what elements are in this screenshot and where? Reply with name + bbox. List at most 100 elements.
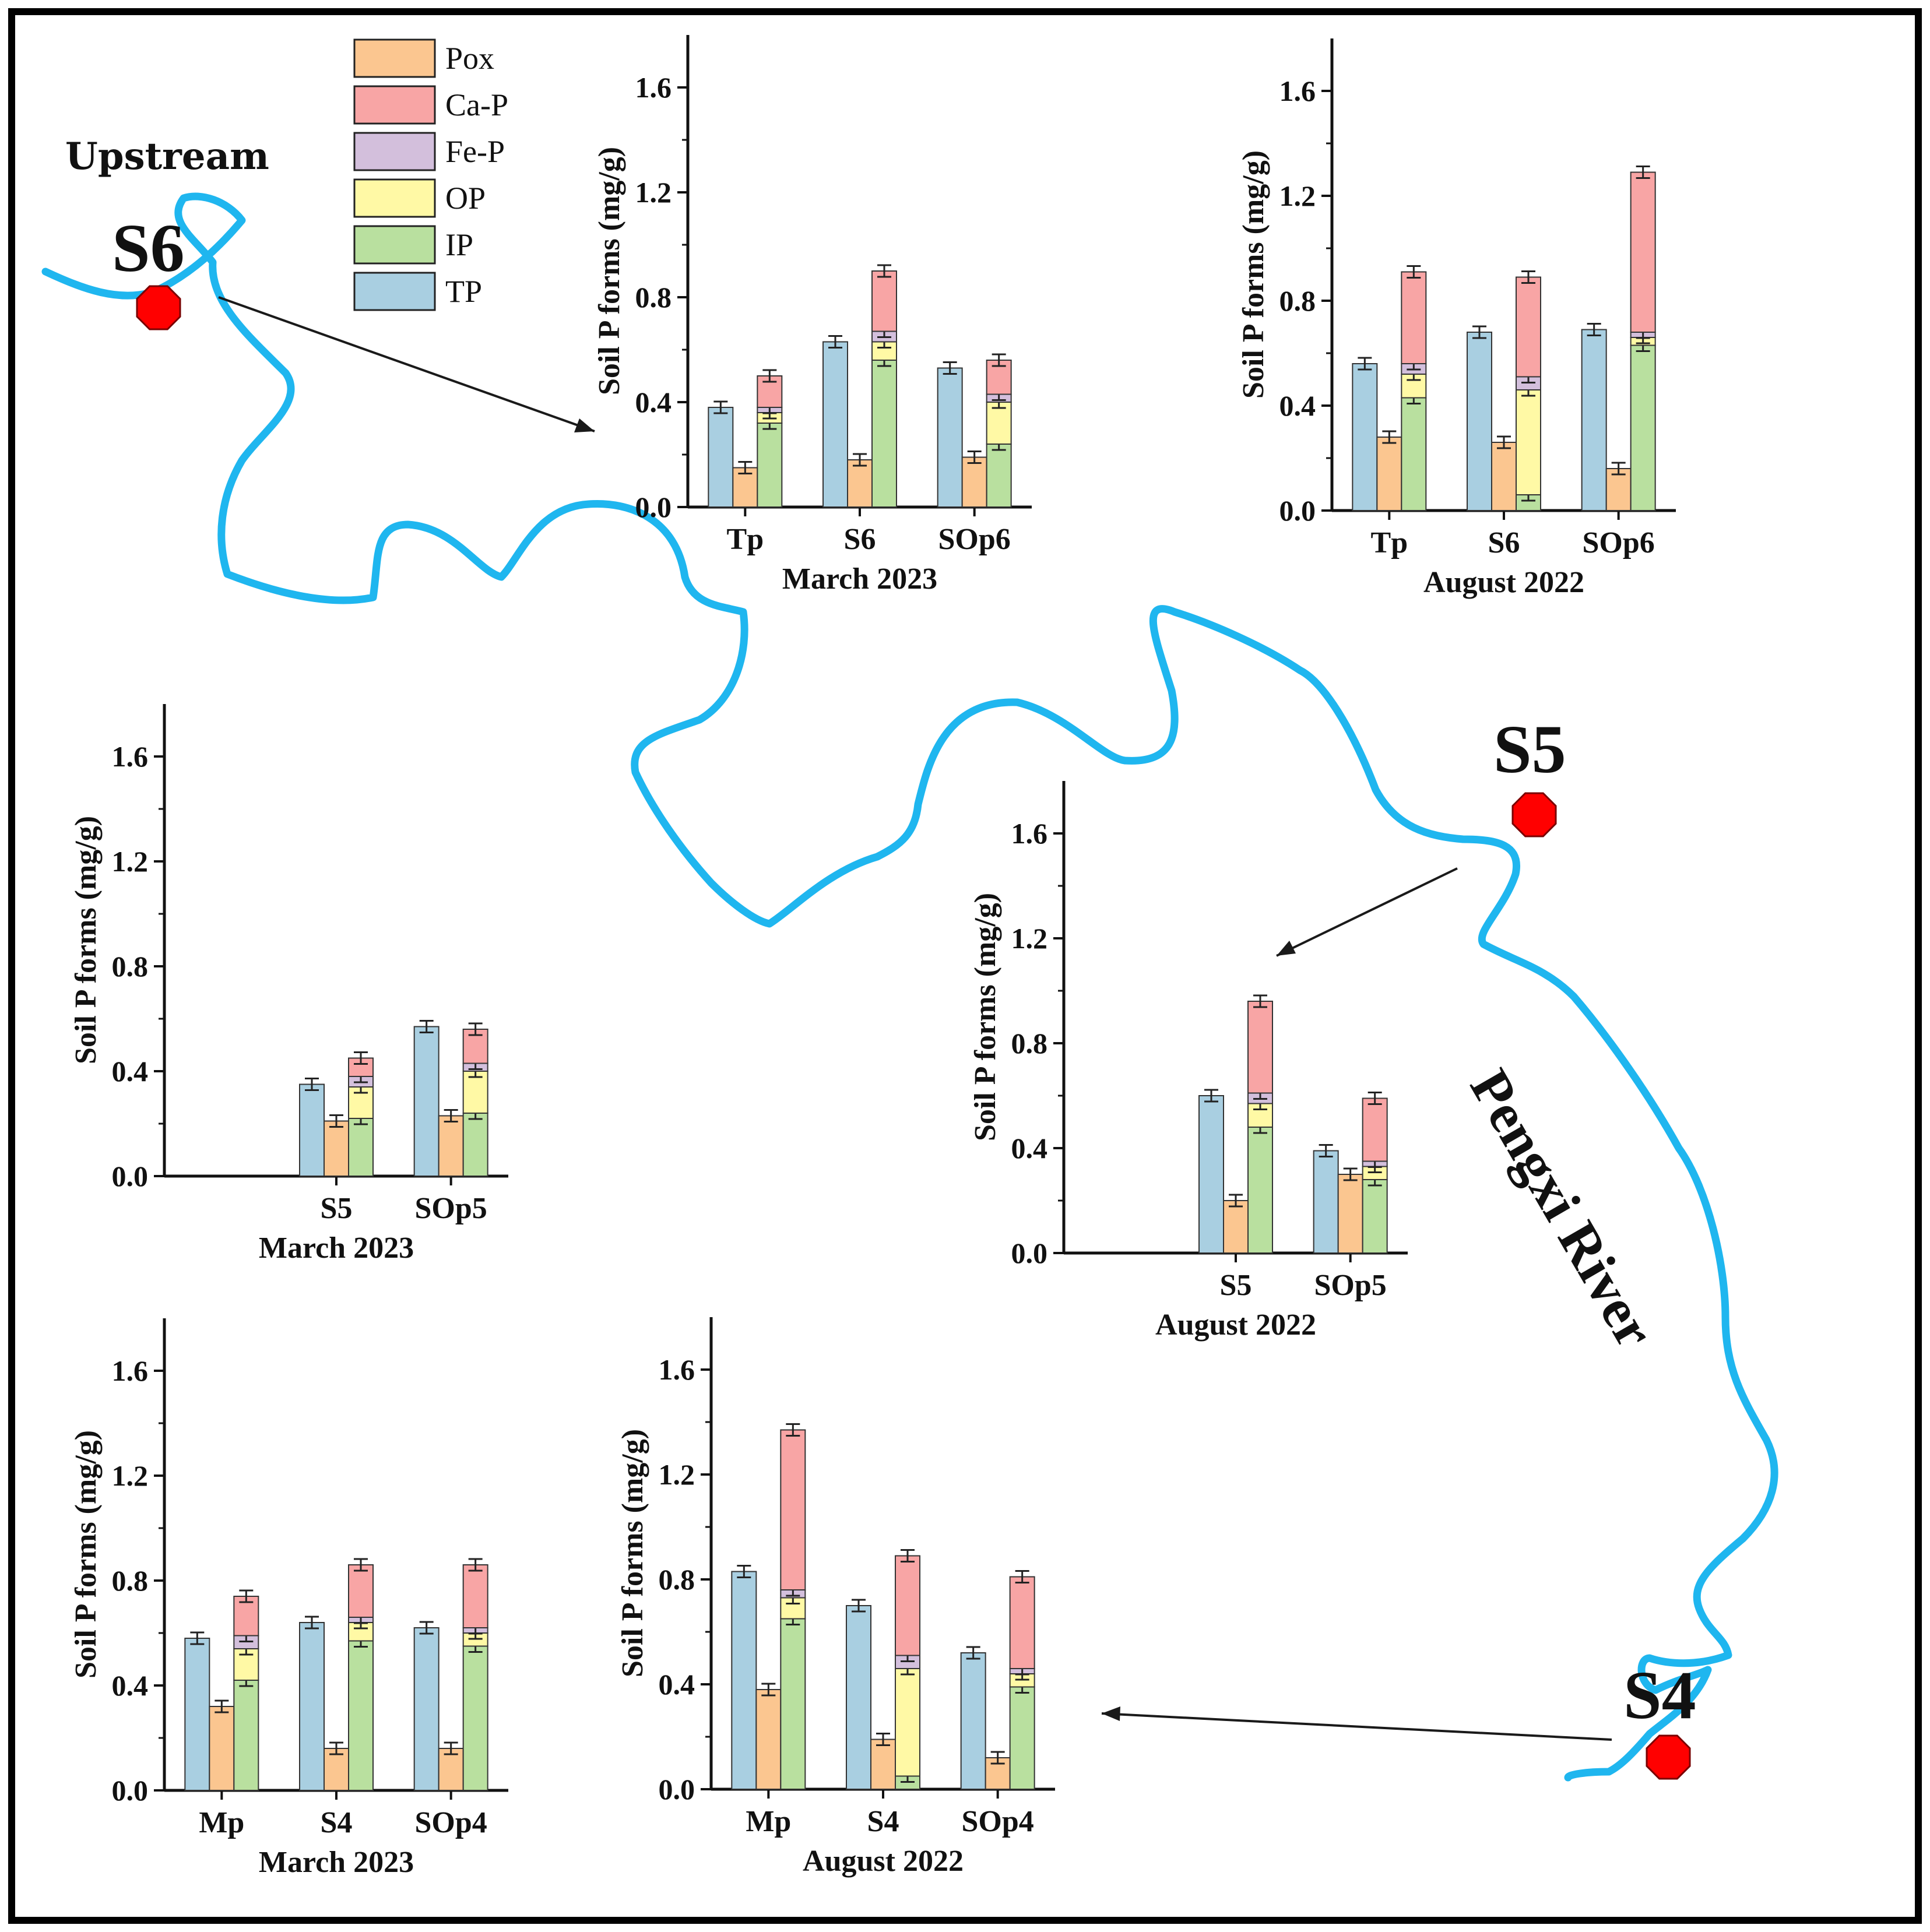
bar-ip-sop6 — [1630, 344, 1656, 511]
bar-ca-p-s4 — [348, 1564, 374, 1618]
bar-pox-s5 — [1223, 1200, 1249, 1254]
bar-tp-s4 — [846, 1605, 871, 1790]
y-tick-label: 0.4 — [112, 1669, 149, 1702]
arrowhead-s6 — [574, 418, 595, 432]
x-tick-label: Tp — [727, 523, 764, 556]
bar-ip-sop5 — [1362, 1179, 1388, 1254]
site-label-s4: S4 — [1623, 1657, 1696, 1733]
y-tick-label: 0.0 — [1011, 1237, 1048, 1269]
bar-ca-p-s5 — [1247, 1001, 1273, 1094]
bar-tp-s5 — [299, 1083, 325, 1177]
bar-ca-p-sop4 — [1009, 1576, 1035, 1669]
y-tick-label: 0.4 — [1011, 1132, 1048, 1164]
y-tick-label: 0.4 — [1279, 389, 1316, 422]
bar-tp-sop6 — [1581, 329, 1607, 511]
legend-label-fe-p: Fe-P — [445, 134, 505, 169]
bar-tp-sop4 — [413, 1627, 440, 1791]
x-tick-label: SOp6 — [1583, 526, 1655, 559]
y-tick-label: 0.4 — [112, 1055, 149, 1088]
y-tick-label: 1.2 — [659, 1458, 695, 1491]
bar-ca-p-s4 — [895, 1555, 920, 1656]
chart-title: August 2022 — [1423, 566, 1584, 599]
y-tick-label: 0.8 — [112, 1564, 149, 1597]
bar-ip-s6 — [871, 360, 897, 508]
bar-op-sop6 — [986, 402, 1012, 445]
legend-swatch-ip — [353, 225, 436, 265]
chart-title: August 2022 — [803, 1845, 964, 1878]
y-tick-label: 1.6 — [659, 1353, 695, 1386]
y-tick-label: 0.8 — [112, 950, 149, 983]
arrowhead-s5 — [1277, 941, 1296, 956]
bar-tp-s6 — [822, 341, 848, 508]
upstream-label: Upstream — [65, 135, 269, 178]
y-tick-label: 0.8 — [659, 1563, 695, 1596]
bar-ip-tp — [757, 423, 783, 508]
bar-ip-sop4 — [462, 1645, 488, 1791]
river-map: Upstream S6 S5 S4 Pengxi River — [41, 135, 1778, 1782]
legend-swatch-tp — [353, 272, 436, 311]
x-tick-label: SOp4 — [962, 1805, 1034, 1838]
bar-tp-sop6 — [937, 367, 963, 508]
bar-ca-p-s6 — [1516, 276, 1541, 378]
bar-ip-s4 — [348, 1640, 374, 1791]
outer-frame — [8, 8, 1922, 1924]
y-axis-label: Soil P forms (mg/g) — [969, 893, 1002, 1141]
chart-s6-march-2023: 0.0 0.4 0.8 1.2 1.6 Soil P forms (mg/g) Tp S6 SO… — [593, 35, 1032, 596]
y-tick-label: 1.2 — [1279, 180, 1316, 212]
bar-ip-sop6 — [986, 444, 1012, 508]
legend-label-ca-p: Ca-P — [445, 87, 508, 122]
bar-pox-sop5 — [438, 1115, 464, 1177]
y-tick-label: 0.4 — [659, 1668, 695, 1701]
y-tick-label: 0.0 — [112, 1160, 149, 1192]
chart-s4-august-2022: 0.0 0.4 0.8 1.2 1.6 Soil P forms (mg/g) Mp S4 SO… — [616, 1317, 1055, 1878]
bar-tp-tp — [1352, 363, 1378, 511]
bar-tp-tp — [708, 407, 734, 508]
site-marker-s4 — [1646, 1734, 1691, 1780]
bar-tp-sop5 — [413, 1026, 440, 1177]
chart-s6-august-2022: 0.0 0.4 0.8 1.2 1.6 Soil P forms (mg/g) Tp S6 SO… — [1237, 38, 1676, 599]
y-tick-label: 0.0 — [635, 491, 672, 523]
legend-swatch-op — [353, 178, 436, 218]
y-tick-label: 1.6 — [1011, 817, 1048, 850]
bar-op-s6 — [1516, 389, 1541, 495]
y-tick-label: 1.6 — [112, 740, 149, 773]
site-marker-s5 — [1511, 792, 1557, 837]
site-label-s6: S6 — [112, 210, 185, 286]
y-tick-label: 0.8 — [635, 281, 672, 314]
chart-title: March 2023 — [782, 562, 937, 596]
legend-swatch-ca-p — [353, 85, 436, 125]
bar-ip-mp — [780, 1618, 806, 1790]
x-tick-label: S5 — [1220, 1269, 1252, 1302]
y-tick-label: 0.8 — [1279, 284, 1316, 317]
legend: Pox Ca-P Fe-P OP IP TP — [353, 38, 508, 311]
bar-ca-p-sop4 — [462, 1564, 488, 1628]
bar-ip-s5 — [1247, 1127, 1273, 1254]
legend-label-tp: TP — [445, 274, 482, 309]
y-axis-label: Soil P forms (mg/g) — [616, 1429, 649, 1677]
legend-swatch-fe-p — [353, 132, 436, 171]
bar-tp-s4 — [299, 1622, 325, 1791]
bar-tp-sop5 — [1313, 1150, 1339, 1254]
bar-ca-p-sop6 — [1630, 171, 1656, 333]
y-tick-label: 1.6 — [635, 71, 672, 104]
x-tick-label: Tp — [1371, 526, 1408, 559]
bar-pox-s4 — [870, 1739, 896, 1790]
x-tick-label: SOp5 — [1314, 1269, 1387, 1302]
bar-pox-mp — [209, 1706, 235, 1791]
y-tick-label: 1.2 — [1011, 922, 1048, 955]
y-axis-label: Soil P forms (mg/g) — [1237, 150, 1270, 399]
y-tick-label: 1.2 — [635, 176, 672, 209]
bar-tp-sop4 — [960, 1652, 986, 1790]
bar-ca-p-s6 — [871, 270, 897, 332]
bar-ca-p-mp — [780, 1429, 806, 1590]
bar-ip-tp — [1401, 397, 1427, 511]
x-tick-label: SOp4 — [415, 1806, 487, 1839]
y-tick-label: 1.6 — [1279, 75, 1316, 107]
chart-s5-march-2023: 0.0 0.4 0.8 1.2 1.6 Soil P forms (mg/g) S5 SOp5… — [69, 704, 508, 1265]
x-tick-label: S6 — [844, 523, 876, 556]
y-axis-label: Soil P forms (mg/g) — [69, 816, 103, 1064]
site-label-s5: S5 — [1493, 711, 1566, 787]
chart-title: March 2023 — [259, 1231, 414, 1265]
chart-title: March 2023 — [259, 1846, 414, 1879]
